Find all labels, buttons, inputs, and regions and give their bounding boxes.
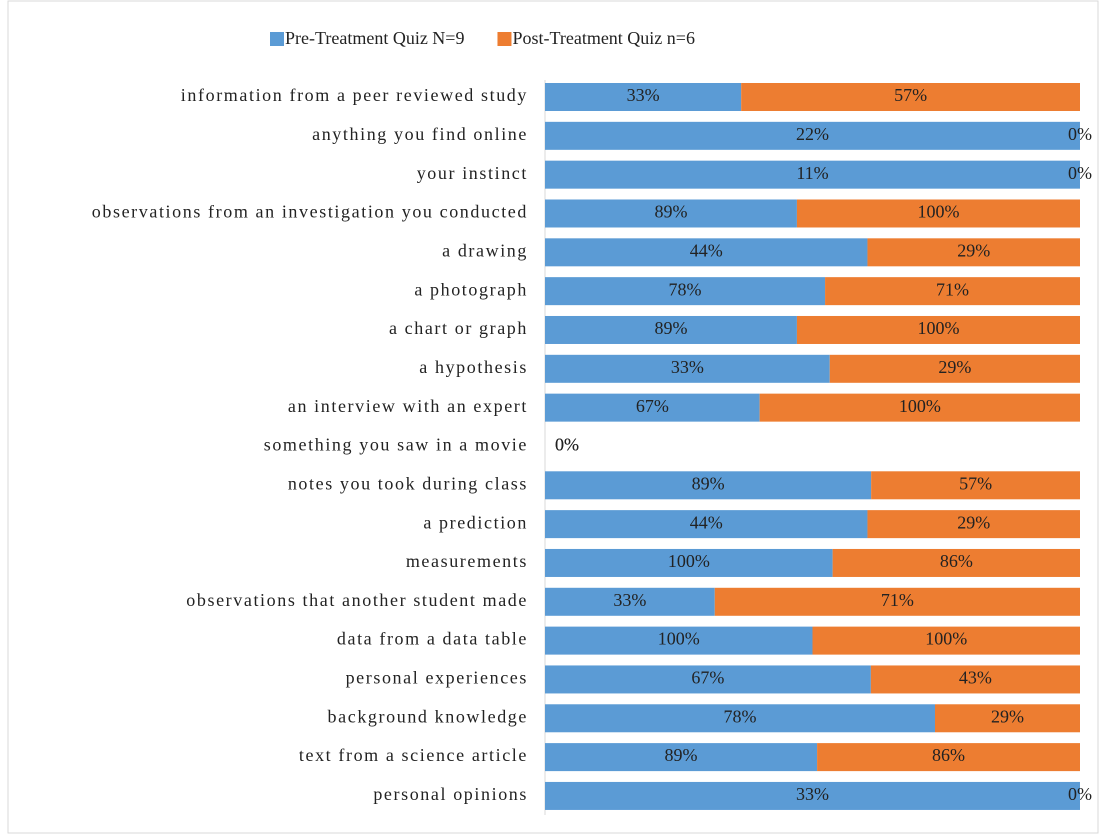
bar-segment bbox=[545, 238, 868, 267]
data-label: 44% bbox=[690, 512, 723, 532]
data-label: 44% bbox=[690, 240, 723, 260]
bar-segment bbox=[545, 626, 813, 655]
data-label: 0% bbox=[555, 435, 579, 455]
bar-segment bbox=[817, 743, 1080, 772]
bar-segment bbox=[545, 548, 833, 577]
category-label: an interview with an expert bbox=[288, 396, 528, 416]
bar-segment bbox=[545, 160, 1080, 189]
legend-label: Post-Treatment Quiz n=6 bbox=[512, 28, 694, 48]
bar-segment bbox=[867, 238, 1080, 267]
legend-swatch bbox=[497, 32, 512, 46]
category-label: personal experiences bbox=[346, 668, 528, 688]
data-label: 57% bbox=[959, 473, 992, 493]
bar-segment bbox=[714, 587, 1080, 616]
data-label: 0% bbox=[1068, 124, 1092, 144]
category-label: data from a data table bbox=[337, 629, 528, 649]
category-label: a prediction bbox=[423, 512, 528, 532]
data-label: 29% bbox=[991, 706, 1024, 726]
bar-segment bbox=[871, 471, 1080, 500]
data-label: 78% bbox=[669, 279, 702, 299]
data-label: 29% bbox=[957, 240, 990, 260]
data-label: 100% bbox=[668, 551, 710, 571]
bar-segment bbox=[545, 83, 742, 111]
bar-segment bbox=[867, 510, 1080, 539]
data-label: 86% bbox=[932, 745, 965, 765]
legend-label: Pre-Treatment Quiz N=9 bbox=[285, 28, 464, 48]
data-label: 11% bbox=[796, 163, 828, 183]
data-label: 0% bbox=[1068, 784, 1092, 804]
bar-segment bbox=[545, 781, 1080, 810]
legend-swatch bbox=[270, 32, 284, 46]
data-label: 100% bbox=[925, 629, 967, 649]
data-label: 33% bbox=[671, 357, 704, 377]
category-label: your instinct bbox=[417, 163, 528, 183]
data-label: 100% bbox=[658, 629, 700, 649]
category-label: a chart or graph bbox=[389, 318, 528, 338]
category-label: text from a science article bbox=[299, 745, 528, 765]
category-label: notes you took during class bbox=[288, 473, 528, 493]
data-label: 71% bbox=[881, 590, 914, 610]
bar-segment bbox=[545, 354, 830, 383]
bar-segment bbox=[545, 743, 818, 772]
data-label: 0% bbox=[1068, 163, 1092, 183]
data-label: 22% bbox=[796, 124, 829, 144]
category-label: a drawing bbox=[442, 240, 528, 260]
bar-segment bbox=[829, 354, 1080, 383]
data-label: 89% bbox=[654, 202, 687, 222]
bar-segment bbox=[545, 121, 1080, 150]
category-label: information from a peer reviewed study bbox=[181, 85, 528, 105]
category-label: a hypothesis bbox=[419, 357, 528, 377]
bar-segment bbox=[545, 704, 935, 733]
category-label: background knowledge bbox=[328, 706, 528, 726]
category-label: measurements bbox=[406, 551, 528, 571]
category-label: observations that another student made bbox=[186, 590, 528, 610]
data-label: 67% bbox=[691, 668, 724, 688]
bar-segment bbox=[545, 315, 797, 344]
bar-segment bbox=[796, 315, 1080, 344]
bar-segment bbox=[832, 548, 1080, 577]
data-label: 57% bbox=[894, 85, 927, 105]
category-label: observations from an investigation you c… bbox=[92, 202, 528, 222]
bar-segment bbox=[545, 510, 868, 539]
data-label: 29% bbox=[938, 357, 971, 377]
data-label: 100% bbox=[899, 396, 941, 416]
category-label: something you saw in a movie bbox=[264, 435, 528, 455]
bar-segment bbox=[759, 393, 1080, 422]
data-label: 33% bbox=[613, 590, 646, 610]
bar-segment bbox=[545, 277, 826, 306]
bar-segment bbox=[545, 665, 871, 694]
data-label: 29% bbox=[957, 512, 990, 532]
bar-segment bbox=[796, 199, 1080, 228]
category-label: a photograph bbox=[414, 279, 528, 299]
chart-border bbox=[7, 0, 1099, 834]
data-label: 43% bbox=[959, 668, 992, 688]
bar-segment bbox=[545, 199, 797, 228]
data-label: 78% bbox=[724, 706, 757, 726]
data-label: 67% bbox=[636, 396, 669, 416]
category-label: anything you find online bbox=[312, 124, 528, 144]
data-label: 89% bbox=[654, 318, 687, 338]
data-label: 100% bbox=[917, 202, 959, 222]
data-label: 33% bbox=[627, 85, 660, 105]
category-label: personal opinions bbox=[373, 784, 528, 804]
bar-segment bbox=[825, 277, 1080, 306]
bar-segment bbox=[870, 665, 1080, 694]
bar-segment bbox=[545, 587, 715, 616]
data-label: 89% bbox=[692, 473, 725, 493]
bar-segment bbox=[812, 626, 1080, 655]
data-label: 0% bbox=[555, 435, 579, 455]
data-label: 100% bbox=[917, 318, 959, 338]
data-label: 86% bbox=[940, 551, 973, 571]
data-label: 89% bbox=[665, 745, 698, 765]
data-label: 71% bbox=[936, 279, 969, 299]
data-label: 33% bbox=[796, 784, 829, 804]
bar-segment bbox=[935, 704, 1080, 733]
bar-segment bbox=[545, 393, 760, 422]
bar-segment bbox=[545, 471, 872, 500]
bar-segment bbox=[741, 83, 1080, 111]
